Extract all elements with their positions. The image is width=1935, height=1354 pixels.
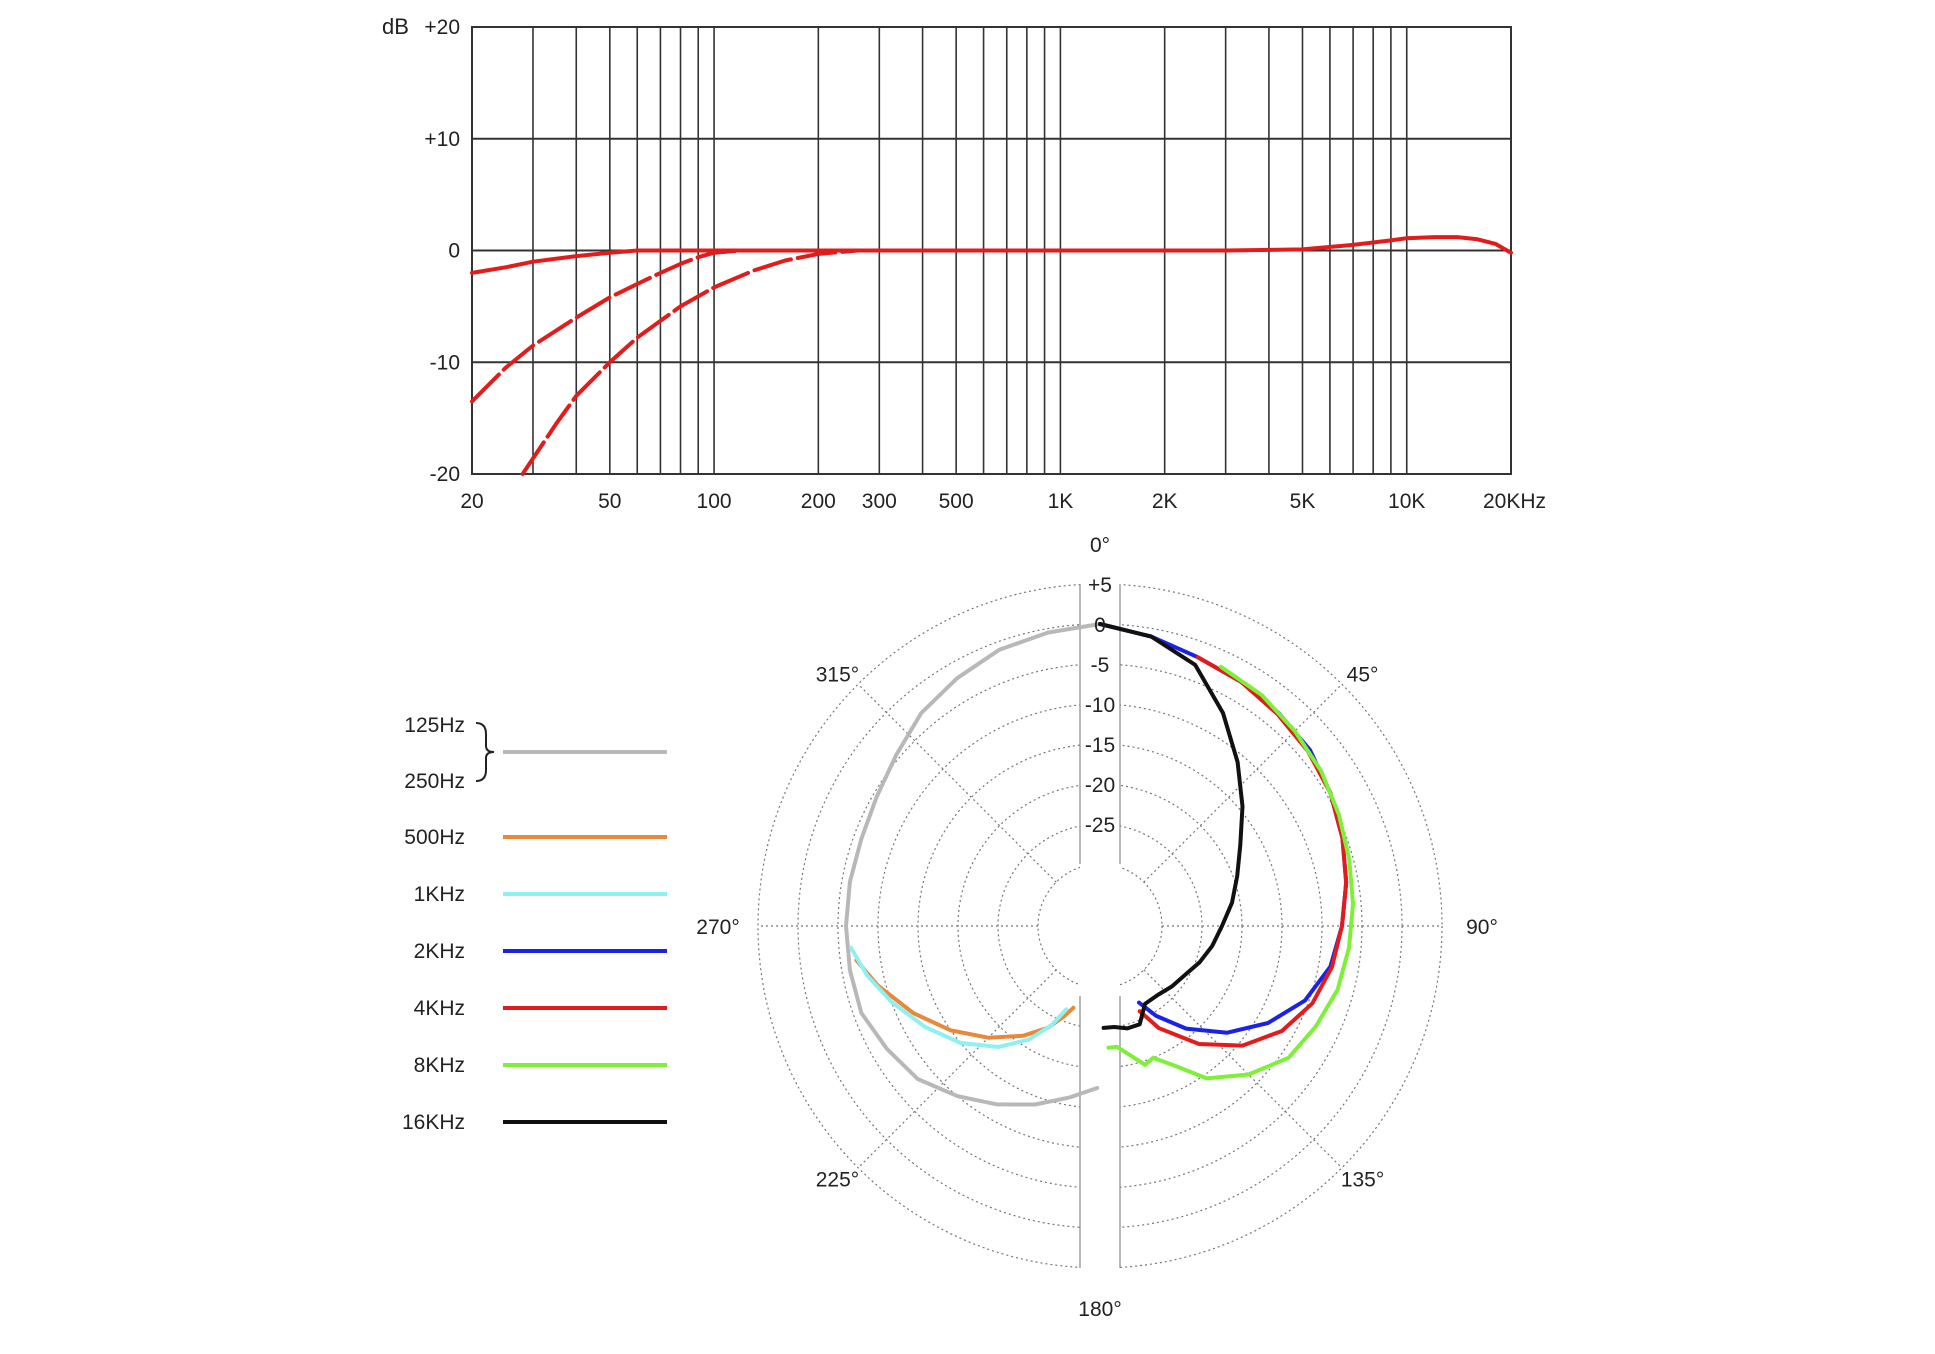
polar-spoke	[1143, 683, 1343, 883]
polar-spoke	[857, 969, 1057, 1169]
angle-label: 180°	[1078, 1298, 1121, 1321]
x-tick-label: 20	[460, 490, 483, 513]
polar-curve	[1098, 622, 1245, 1031]
x-tick-label: 10K	[1388, 490, 1425, 513]
frequency-y-axis-label: dB	[382, 14, 409, 39]
angle-label: 0°	[1090, 534, 1110, 557]
polar-spoke	[857, 683, 1057, 883]
response-curve-2	[470, 248, 744, 404]
y-tick-label: +10	[424, 128, 460, 151]
polar-curve	[844, 622, 1102, 1107]
legend-label: 8KHz	[414, 1054, 465, 1077]
x-tick-label: 100	[697, 490, 732, 513]
angle-label: 90°	[1466, 916, 1498, 939]
polar-spoke	[1143, 969, 1343, 1169]
x-tick-label: 1K	[1048, 490, 1074, 513]
x-tick-label: 50	[598, 490, 621, 513]
y-tick-label: +20	[424, 16, 460, 39]
radial-tick-label: -25	[1085, 814, 1115, 837]
legend-label: 125Hz	[404, 714, 465, 737]
x-tick-label: 2K	[1152, 490, 1178, 513]
radial-tick-label: +5	[1088, 574, 1112, 597]
response-curve-3	[520, 248, 860, 476]
rear-gap	[1080, 984, 1120, 1278]
x-tick-label: 300	[862, 490, 897, 513]
legend-label: 4KHz	[414, 997, 465, 1020]
radial-tick-label: -10	[1085, 694, 1115, 717]
x-tick-label: 200	[801, 490, 836, 513]
polar-labels: +5 0 -5 -10 -15 -20 -25 0° 45° 90° 135° 180° 225° 270…	[696, 534, 1498, 1321]
polar-curve	[849, 945, 1069, 1049]
response-curve-1	[470, 235, 1513, 275]
y-tick-label: 0	[448, 240, 460, 263]
frequency-x-ticks: 20 50 100 200 300 500 1K 2K 5K 10K 20KHz	[460, 490, 1546, 513]
radial-tick-label: -20	[1085, 774, 1115, 797]
angle-label: 225°	[816, 1168, 859, 1191]
polar-curve	[1106, 664, 1355, 1081]
radial-tick-label: -15	[1085, 734, 1115, 757]
legend-label: 250Hz	[404, 770, 465, 793]
polar-pattern-chart: +5 0 -5 -10 -15 -20 -25 0° 45° 90° 135° 180° 225° 270…	[696, 534, 1498, 1321]
frequency-curves	[470, 235, 1513, 476]
legend-brace	[475, 722, 495, 782]
polar-curves	[844, 622, 1355, 1107]
legend-label: 2KHz	[414, 940, 465, 963]
frequency-response-chart: +20+100-10-20 20 50 100 200 300 500 1K 2K 5K 10K 2…	[382, 14, 1546, 513]
radial-tick-label: 0	[1094, 614, 1106, 637]
x-tick-label: 20KHz	[1483, 490, 1546, 513]
angle-label: 135°	[1341, 1168, 1384, 1191]
angle-label: 315°	[816, 664, 859, 687]
y-tick-label: -20	[430, 463, 460, 486]
polar-curve	[1137, 655, 1349, 1048]
radial-tick-label: -5	[1091, 654, 1110, 677]
angle-label: 45°	[1347, 664, 1379, 687]
legend-label: 500Hz	[404, 826, 465, 849]
x-tick-label: 5K	[1290, 490, 1316, 513]
legend-label: 1KHz	[414, 883, 465, 906]
angle-label: 270°	[696, 916, 739, 939]
frequency-y-ticks: +20 +10 0 -10 -20	[424, 16, 460, 486]
polar-legend: 125Hz 250Hz 500Hz 1KHz 2KHz 4KHz 8KHz 16KHz	[402, 714, 667, 1134]
x-tick-label: 500	[939, 490, 974, 513]
legend-label: 16KHz	[402, 1111, 465, 1134]
y-tick-label: -10	[430, 351, 460, 374]
